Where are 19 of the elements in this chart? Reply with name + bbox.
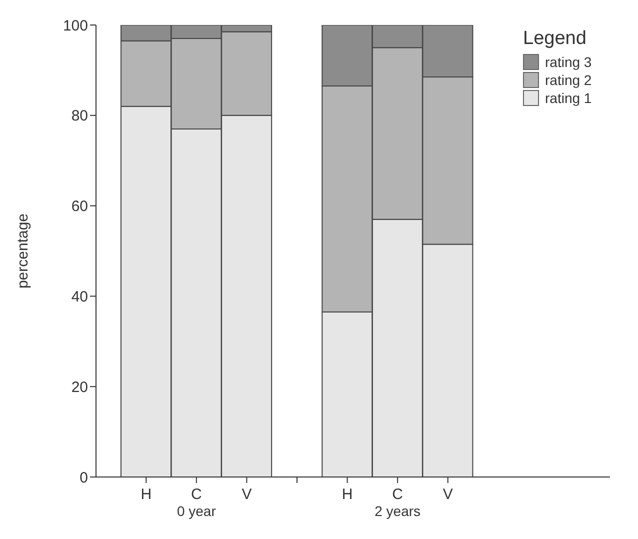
y-tick-label: 80: [71, 108, 88, 125]
legend-label: rating 3: [544, 54, 592, 70]
text: rating 1: [544, 90, 592, 106]
y-tick-label: 40: [71, 288, 88, 306]
y-tick-label: 100: [62, 17, 88, 34]
x-tick-label: H: [140, 486, 152, 503]
y-tick-label: 60: [71, 198, 88, 216]
x-tick-label: V: [242, 486, 252, 503]
legend-title: Legend: [523, 28, 588, 50]
legend-label: rating 2: [544, 72, 592, 88]
y-axis-title: percentage: [14, 213, 32, 289]
text: 0 year: [176, 503, 216, 519]
y-tick-label: 20: [71, 378, 88, 396]
x-tick-label: H: [342, 486, 353, 503]
x-tick-label: C: [191, 486, 202, 503]
x-tick-label: C: [392, 486, 404, 503]
y-tick-label: 0: [80, 469, 88, 486]
text: 2 years: [374, 503, 421, 519]
x-tick-label: V: [442, 486, 453, 503]
